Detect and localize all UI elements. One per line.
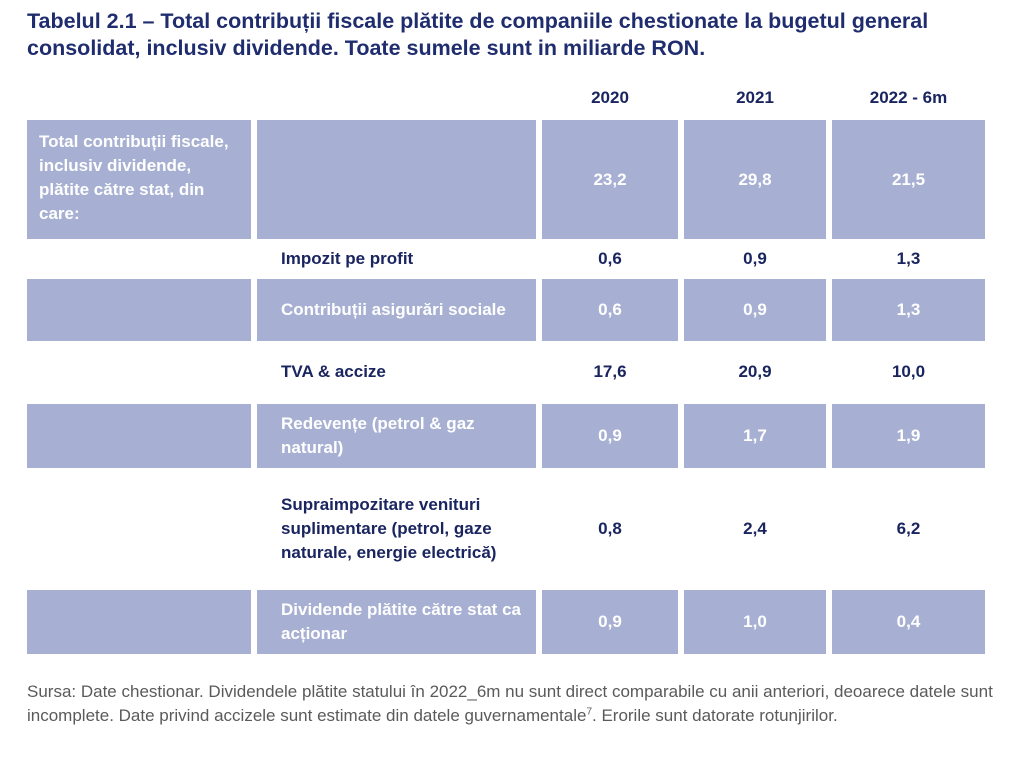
table-title: Tabelul 2.1 – Total contribuții fiscale … xyxy=(27,9,929,60)
row-value-2022-6m: 10,0 xyxy=(891,362,926,381)
column-header-2022-6m: 2022 - 6m xyxy=(869,88,948,107)
row-value-2021: 0,9 xyxy=(684,279,826,341)
source-note-text: Sursa: Date chestionar. Dividendele plăt… xyxy=(27,682,993,725)
total-row-empty-cell xyxy=(257,120,536,239)
row-value-2022-6m: 6,2 xyxy=(896,519,921,538)
total-row-value-2020: 23,2 xyxy=(542,120,678,239)
row-value-2021: 20,9 xyxy=(738,362,772,381)
row-value-2020: 0,9 xyxy=(542,590,678,654)
source-note-text-end: . Erorile sunt datorate rotunjirilor. xyxy=(592,706,838,725)
row-label-dividende: Dividende plătite către stat ca acționar xyxy=(257,590,536,654)
column-header-2020: 2020 xyxy=(591,88,629,107)
row-value-2022-6m: 0,4 xyxy=(832,590,985,654)
row-value-2021: 0,9 xyxy=(743,249,767,268)
row-value-2020: 0,6 xyxy=(598,249,622,268)
total-row-value-2022-6m: 21,5 xyxy=(832,120,985,239)
row-value-2022-6m: 1,9 xyxy=(832,404,985,468)
row-value-2020: 0,8 xyxy=(598,519,622,538)
row-label-supraimpozitare: Supraimpozitare venituri suplimentare (p… xyxy=(281,495,497,562)
row-label-impozit-pe-profit: Impozit pe profit xyxy=(281,249,414,268)
row-label-tva-accize: TVA & accize xyxy=(281,362,386,381)
row-value-2020: 0,6 xyxy=(542,279,678,341)
total-row-label: Total contribuții fiscale, inclusiv divi… xyxy=(27,120,251,239)
footnote-reference[interactable]: 7 xyxy=(586,706,592,718)
row-value-2021: 2,4 xyxy=(743,519,767,538)
total-row-value-2021: 29,8 xyxy=(684,120,826,239)
row-value-2022-6m: 1,3 xyxy=(896,249,921,268)
row-empty-cell xyxy=(27,404,251,468)
source-note: Sursa: Date chestionar. Dividendele plăt… xyxy=(27,680,1002,728)
column-header-2021: 2021 xyxy=(736,88,774,107)
row-value-2020: 17,6 xyxy=(593,362,627,381)
row-empty-cell xyxy=(27,279,251,341)
row-value-2022-6m: 1,3 xyxy=(832,279,985,341)
row-value-2020: 0,9 xyxy=(542,404,678,468)
row-empty-cell xyxy=(27,590,251,654)
row-value-2021: 1,0 xyxy=(684,590,826,654)
row-label-contributii-asigurari-sociale: Contribuții asigurări sociale xyxy=(257,279,536,341)
row-label-redevente: Redevențe (petrol & gaz natural) xyxy=(257,404,536,468)
row-value-2021: 1,7 xyxy=(684,404,826,468)
